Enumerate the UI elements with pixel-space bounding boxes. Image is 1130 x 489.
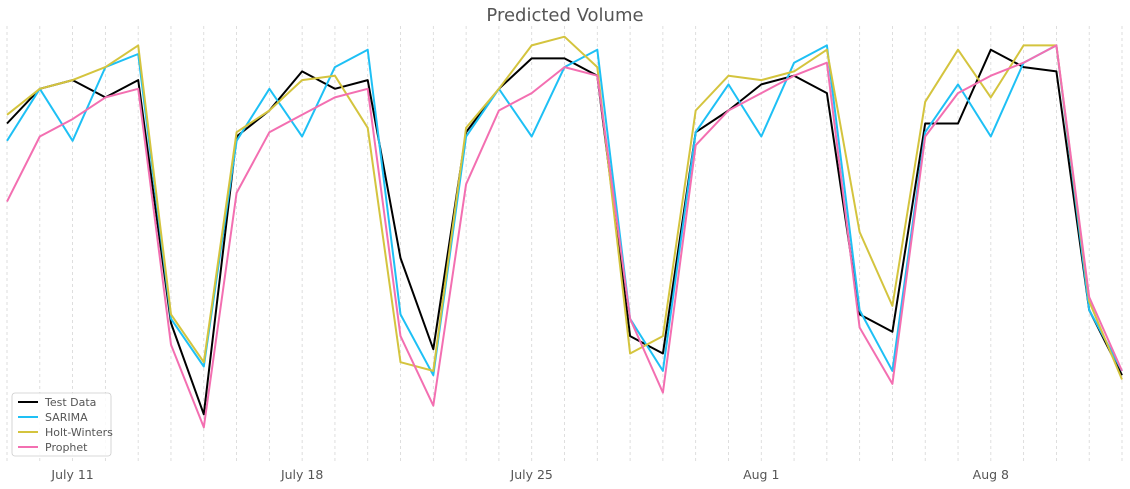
legend: Test Data SARIMA Holt-Winters Prophet	[11, 392, 113, 457]
x-tick-label: Aug 1	[743, 467, 779, 482]
legend-label: Holt-Winters	[45, 426, 113, 439]
series-line-holt-winters	[6, 35, 1123, 380]
x-tick-label: July 11	[50, 467, 93, 482]
series-lines	[6, 35, 1123, 429]
x-tick-label: July 25	[510, 467, 553, 482]
chart-title: Predicted Volume	[486, 5, 643, 26]
legend-box	[11, 392, 112, 457]
vertical-gridlines	[6, 26, 1123, 462]
legend-label: Prophet	[45, 441, 88, 454]
legend-label: SARIMA	[45, 411, 88, 424]
legend-label: Test Data	[44, 396, 96, 409]
series-line-prophet	[6, 44, 1123, 429]
x-tick-label: Aug 8	[973, 467, 1009, 482]
x-tick-label: July 18	[280, 467, 323, 482]
x-axis-ticks: July 11 July 18 July 25 Aug 1 Aug 8	[50, 467, 1009, 482]
